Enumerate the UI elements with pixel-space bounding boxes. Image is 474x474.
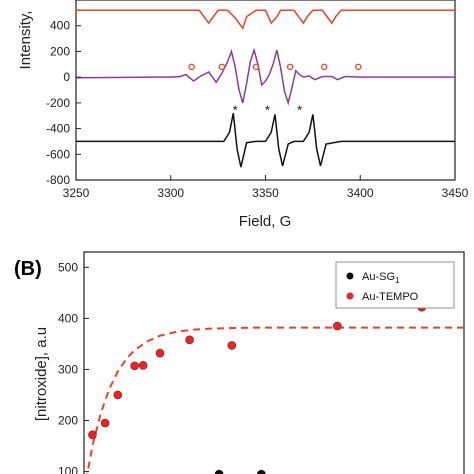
panel-a-x-axis-label: Field, G — [239, 213, 292, 230]
panel-a-y-tick-label: 0 — [63, 70, 70, 84]
panel-a-y-tick-label: 200 — [50, 44, 70, 58]
panel-a-frame — [75, 0, 456, 181]
panel-b-y-tick-label: 500 — [58, 260, 78, 274]
panel-b-point-series-1 — [113, 390, 123, 400]
panel-a-star-marker: * — [233, 103, 238, 118]
legend-label-au-sg1: Au-SG1 — [362, 271, 400, 285]
panel-a-y-ticks: -800 -600 -400 -200 0 200 400 — [46, 19, 81, 187]
legend-marker-au-sg1 — [346, 272, 354, 280]
panel-a-y-tick-label: -800 — [46, 173, 70, 187]
panel-a-x-ticks: 3250 3300 3350 3400 3450 — [63, 175, 469, 200]
panel-a-y-tick-label: -400 — [46, 122, 70, 136]
legend-marker-au-tempo — [346, 292, 354, 300]
panel-b-frame — [83, 251, 465, 474]
panel-a-circle-marker — [320, 63, 328, 71]
panel-a-y-axis-label: Intensity, — [17, 11, 34, 70]
panel-b-label: (B) — [14, 258, 42, 280]
panel-a-circle-marker — [286, 63, 294, 71]
panel-b-y-tick-label: 200 — [58, 414, 78, 428]
panel-a-circle-marker — [218, 63, 226, 71]
panel-a-markers: * * * — [188, 63, 362, 118]
legend-box — [335, 261, 455, 309]
panel-a-x-tick-label: 3250 — [63, 186, 90, 200]
panel-b-y-axis-label: [nitroxide], a.u — [33, 327, 50, 421]
panel-b-y-tick-label: 300 — [58, 362, 78, 376]
panel-b-point-series-1 — [185, 335, 194, 345]
panel-a-circle-marker — [252, 63, 260, 71]
panel-a: * * * -800 -600 -400 -200 0 200 400 3250 3300 3350… — [17, 0, 469, 230]
panel-a-curves — [75, 9, 455, 168]
panel-b-fit-curve — [86, 326, 464, 474]
panel-b-point-series-0 — [257, 469, 266, 474]
panel-b: (B) 100 200 300 400 500 [nitroxide], a.u Au-… — [14, 251, 465, 474]
panel-a-x-tick-label: 3350 — [252, 186, 279, 200]
panel-b-point-series-1 — [155, 348, 165, 358]
panel-a-x-tick-label: 3300 — [157, 186, 184, 200]
panel-a-y-tick-label: 400 — [50, 19, 70, 33]
panel-b-y-ticks: 100 200 300 400 500 — [58, 260, 89, 474]
panel-b-point-series-1 — [138, 361, 148, 370]
panel-a-circle-marker — [188, 63, 195, 71]
legend-label-au-tempo: Au-TEMPO — [362, 291, 419, 303]
panel-b-points — [88, 302, 427, 474]
panel-a-star-marker: * — [297, 103, 302, 118]
panel-b-point-series-1 — [100, 418, 110, 428]
panel-b-point-series-0 — [214, 469, 224, 474]
panel-b-fit — [86, 326, 464, 474]
panel-a-x-tick-label: 3450 — [442, 186, 469, 200]
panel-b-point-series-1 — [333, 321, 342, 331]
panel-a-y-tick-label: -200 — [46, 96, 70, 110]
panel-a-x-tick-label: 3400 — [347, 186, 374, 200]
panel-a-y-tick-label: -600 — [46, 147, 70, 161]
panel-b-y-tick-label: 400 — [58, 311, 78, 325]
panel-a-star-marker: * — [265, 103, 270, 118]
panel-b-point-series-1 — [88, 430, 97, 440]
panel-a-spectrum-1 — [75, 47, 455, 106]
panel-a-spectrum-2 — [76, 112, 455, 168]
panel-a-circle-marker — [355, 63, 362, 71]
legend-subscript: 1 — [395, 276, 400, 285]
panel-b-legend: Au-SG1 Au-TEMPO — [335, 261, 455, 309]
panel-b-point-series-1 — [130, 361, 139, 371]
panel-b-point-series-1 — [227, 341, 237, 350]
panel-b-y-tick-label: 100 — [58, 465, 78, 474]
panel-a-spectrum-0 — [76, 9, 455, 30]
